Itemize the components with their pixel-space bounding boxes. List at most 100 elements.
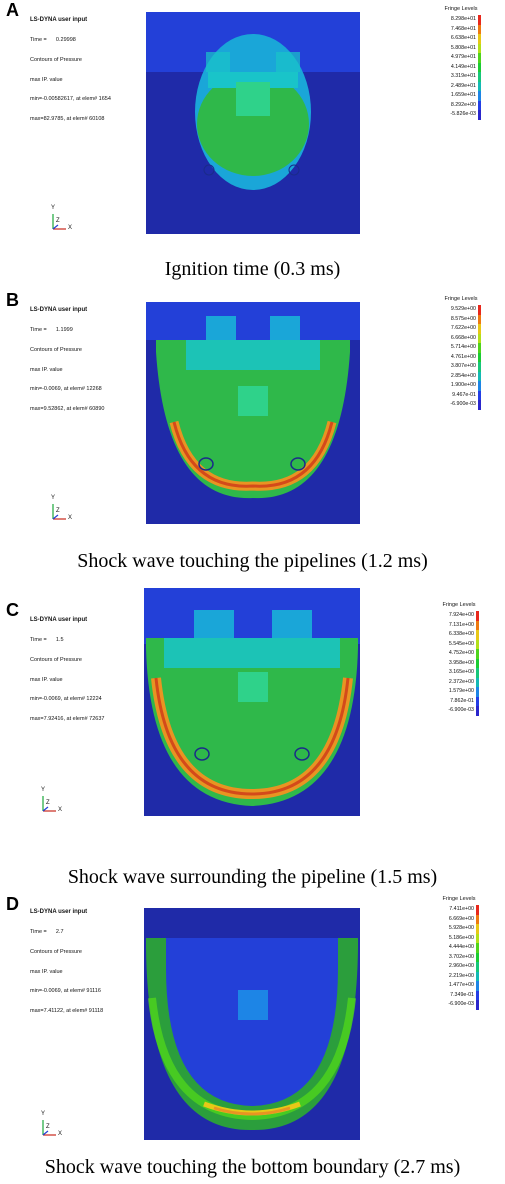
- legend-value: 4.149e+01: [450, 63, 476, 70]
- legend-row: 7.411e+00: [428, 905, 490, 915]
- fringe-legend: Fringe Levels 7.924e+00 7.131e+00 6.338e+0…: [428, 602, 490, 716]
- legend-color-swatch: [476, 981, 479, 991]
- legend-color-swatch: [478, 400, 481, 410]
- fringe-legend: Fringe Levels 7.411e+00 6.669e+00 5.928e+0…: [428, 896, 490, 1010]
- axis-label-z: Z: [46, 800, 50, 806]
- legend-value: -5.826e-03: [450, 111, 476, 117]
- panel-letter: A: [6, 0, 19, 20]
- legend-color-swatch: [478, 324, 481, 334]
- info-time: Time = 0.29998: [30, 36, 76, 43]
- legend-row: 7.131e+00: [428, 620, 490, 631]
- legend-row: 8.292e+00: [430, 100, 492, 111]
- legend-row: 5.928e+00: [428, 924, 490, 934]
- legend-color-swatch: [478, 81, 481, 92]
- legend-value: 7.862e-01: [450, 697, 474, 704]
- legend-row: 4.149e+01: [430, 62, 492, 73]
- legend-color-swatch: [476, 914, 479, 925]
- info-ip: max IP. value: [30, 366, 63, 373]
- info-title: LS-DYNA user input: [30, 617, 88, 624]
- legend-row: 1.659e+01: [430, 91, 492, 101]
- legend-value: 2.489e+01: [450, 82, 476, 89]
- legend-value: 3.319e+01: [450, 73, 476, 79]
- legend-color-swatch: [478, 24, 481, 35]
- info-ip: max IP. value: [30, 968, 63, 975]
- pressure-contour-plot: [144, 908, 360, 1140]
- legend-color-swatch: [478, 352, 481, 363]
- legend-row: 4.979e+01: [430, 53, 492, 63]
- figure-caption: Shock wave surrounding the pipeline (1.5…: [67, 866, 438, 888]
- legend-color-swatch: [478, 53, 481, 63]
- legend-color-swatch: [476, 649, 479, 659]
- info-max: max=7.92416, at elem# 72637: [30, 716, 105, 723]
- legend-color-swatch: [476, 668, 479, 678]
- legend-title: Fringe Levels: [444, 296, 478, 302]
- legend-color-swatch: [476, 933, 479, 944]
- info-min: min=-0.00582617, at elem# 1654: [30, 96, 111, 103]
- legend-color-swatch: [478, 305, 481, 315]
- legend-row: -6.900e-03: [430, 400, 492, 410]
- fringe-legend: Fringe Levels 8.298e+01 7.468e+01 6.638e+0…: [430, 6, 492, 120]
- info-ip: max IP. value: [30, 676, 63, 683]
- legend-row: 4.444e+00: [428, 943, 490, 953]
- info-min: min=-0.0069, at elem# 91116: [30, 988, 101, 995]
- axis-label-y: Y: [41, 787, 46, 793]
- legend-color-swatch: [476, 658, 479, 669]
- legend-color-swatch: [478, 15, 481, 25]
- legend-color-swatch: [476, 677, 479, 688]
- figure-caption: Shock wave touching the pipelines (1.2 m…: [77, 550, 428, 572]
- legend-row: 7.349e-01: [428, 990, 490, 1001]
- legend-color-swatch: [478, 91, 481, 101]
- fringe-legend: Fringe Levels 9.529e+00 8.575e+00 7.622e+0…: [430, 296, 492, 410]
- legend-value: 6.668e+00: [450, 334, 476, 341]
- legend-color-swatch: [476, 706, 479, 716]
- legend-color-swatch: [476, 924, 479, 934]
- legend-rows: 7.924e+00 7.131e+00 6.338e+00 5.545e+00 4.75…: [428, 611, 490, 716]
- legend-color-swatch: [478, 371, 481, 382]
- pressure-contour-plot: [144, 588, 360, 816]
- legend-color-swatch: [478, 34, 481, 44]
- legend-row: 9.467e-01: [430, 390, 492, 401]
- legend-value: 2.960e+00: [448, 963, 474, 969]
- legend-row: 7.622e+00: [430, 324, 492, 334]
- info-min: min=-0.0069, at elem# 12224: [30, 696, 102, 703]
- legend-value: 8.292e+00: [450, 101, 476, 108]
- legend-value: 2.854e+00: [450, 372, 476, 379]
- legend-value: -6.900e-03: [450, 401, 476, 407]
- legend-rows: 7.411e+00 6.669e+00 5.928e+00 5.186e+00 4.44…: [428, 905, 490, 1010]
- legend-color-swatch: [476, 687, 479, 697]
- info-max: max=9.52862, at elem# 60890: [30, 406, 105, 413]
- axis-label-y: Y: [41, 1111, 46, 1117]
- legend-value: 5.186e+00: [448, 934, 474, 941]
- legend-row: 6.669e+00: [428, 914, 490, 925]
- legend-color-swatch: [476, 971, 479, 982]
- legend-row: 3.807e+00: [430, 362, 492, 372]
- legend-value: 5.808e+01: [450, 44, 476, 51]
- legend-value: 7.411e+00: [449, 906, 474, 912]
- info-contour: Contours of Pressure: [30, 346, 82, 353]
- legend-row: -5.826e-03: [430, 110, 492, 120]
- legend-color-swatch: [478, 100, 481, 111]
- axis-label-z: Z: [56, 218, 60, 224]
- legend-title: Fringe Levels: [442, 896, 476, 902]
- pressure-contour-plot: [146, 302, 360, 524]
- legend-row: 5.714e+00: [430, 343, 492, 353]
- legend-value: 3.165e+00: [448, 669, 474, 675]
- legend-title: Fringe Levels: [442, 602, 476, 608]
- legend-color-swatch: [478, 72, 481, 82]
- axis-label-x: X: [68, 225, 73, 231]
- legend-value: 8.298e+01: [450, 16, 476, 22]
- legend-row: 7.468e+01: [430, 24, 492, 35]
- legend-row: 4.752e+00: [428, 649, 490, 659]
- legend-row: 2.489e+01: [430, 81, 492, 92]
- legend-value: 9.529e+00: [450, 306, 476, 312]
- legend-row: 2.854e+00: [430, 371, 492, 382]
- legend-value: 9.467e-01: [452, 391, 476, 398]
- legend-rows: 8.298e+01 7.468e+01 6.638e+01 5.808e+01 4.97…: [430, 15, 492, 120]
- simulation-info: LS-DYNA user input Time = 1.5 Contours o…: [30, 604, 104, 736]
- legend-color-swatch: [478, 110, 481, 120]
- legend-row: 5.186e+00: [428, 933, 490, 944]
- legend-value: 1.579e+00: [448, 688, 474, 694]
- legend-value: 4.752e+00: [448, 650, 474, 656]
- legend-value: 5.928e+00: [448, 925, 474, 931]
- legend-row: 4.761e+00: [430, 352, 492, 363]
